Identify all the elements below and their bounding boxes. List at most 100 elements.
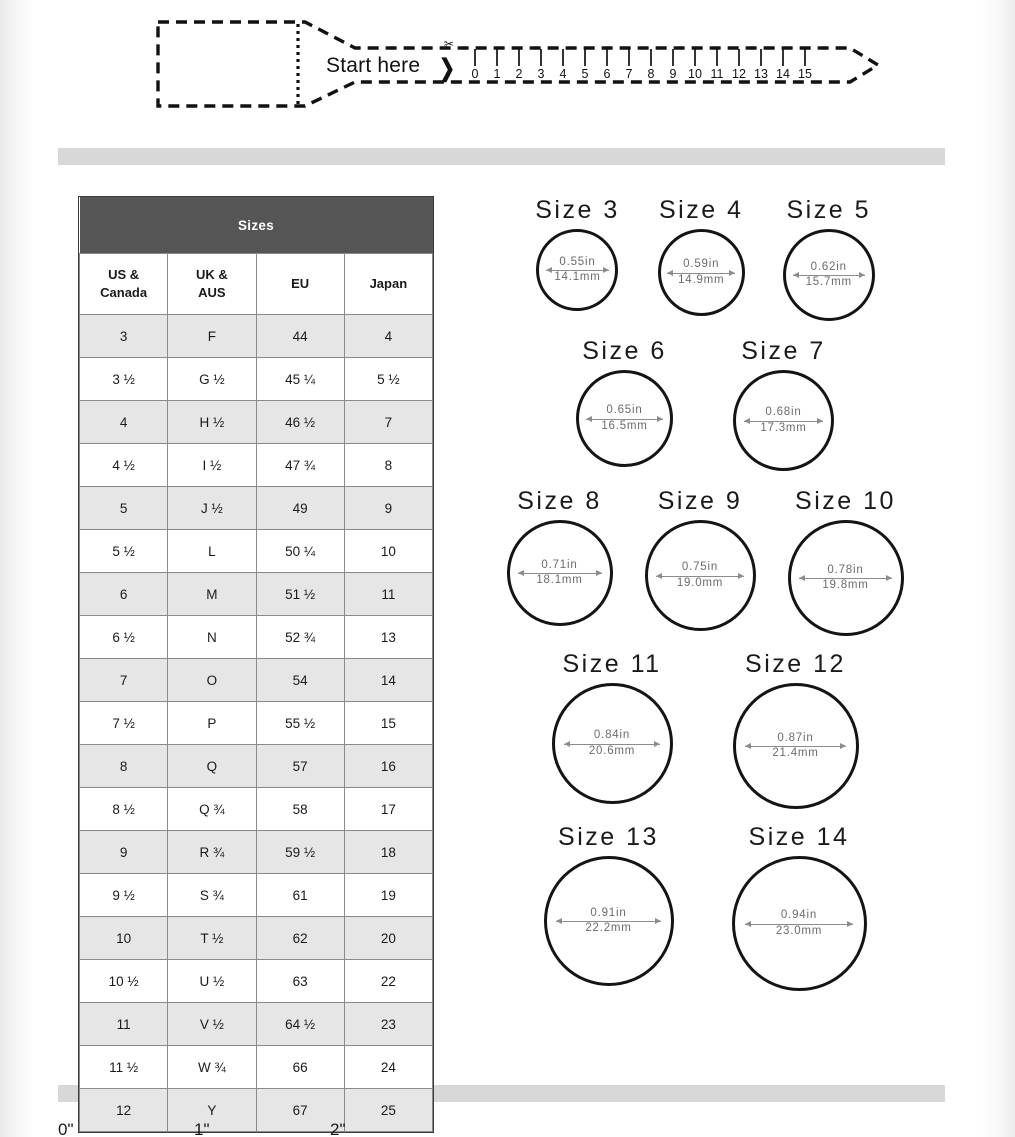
ring-size-item: Size 9 0.75in 19.0mm <box>644 487 756 631</box>
table-cell: 9 <box>343 486 434 530</box>
table-cell: 45 ¼ <box>255 357 345 401</box>
ring-diameter-mm: 19.0mm <box>676 576 724 589</box>
ring-size-title: Size 7 <box>741 337 826 365</box>
ruler-number-labels: 0 1 2 3 4 5 6 7 8 9 10 11 12 13 14 15 <box>150 10 890 115</box>
table-cell: 54 <box>255 658 345 702</box>
inch-scale: 0" 1" 2" <box>58 1120 945 1137</box>
ring-size-item: Size 5 0.62in 15.7mm <box>782 196 875 321</box>
table-cell: G ½ <box>167 357 257 401</box>
table-cell: Q <box>167 744 257 788</box>
table-cell: 6 <box>78 572 169 616</box>
ring-size-title: Size 13 <box>558 823 659 851</box>
table-row: 5 ½ L 50 ¼ 10 <box>78 529 434 573</box>
table-cell: 7 ½ <box>78 701 169 745</box>
start-here-label: Start here <box>326 54 421 77</box>
ring-circle: 0.75in 19.0mm <box>644 520 756 631</box>
ring-diameter-mm: 14.9mm <box>678 273 725 286</box>
ruler-tick-label: 10 <box>688 67 702 81</box>
table-cell: 9 <box>78 830 169 874</box>
ring-diameter-mm: 14.1mm <box>554 271 601 283</box>
ring-circle: 0.65in 16.5mm <box>576 370 673 467</box>
inch-mark-label: 0" <box>58 1120 74 1137</box>
table-cell: 13 <box>343 615 434 659</box>
table-cell: 4 ½ <box>78 443 169 487</box>
ring-diameter-mm: 20.6mm <box>588 744 636 757</box>
ring-size-title: Size 3 <box>535 196 620 224</box>
table-cell: 62 <box>255 916 345 960</box>
table-cell: R ¾ <box>167 830 257 874</box>
page-edge-right <box>981 0 1015 1137</box>
table-cell: 57 <box>255 744 345 788</box>
table-cell: 63 <box>255 959 345 1003</box>
table-cell: 50 ¼ <box>255 529 345 573</box>
diameter-arrow-icon <box>799 575 893 581</box>
table-cell: I ½ <box>167 443 257 487</box>
table-column-header: EU <box>255 253 345 315</box>
table-cell: 51 ½ <box>255 572 345 616</box>
table-cell: 7 <box>343 400 434 444</box>
ruler-tick-label: 2 <box>515 67 523 81</box>
ring-size-title: Size 5 <box>786 196 871 224</box>
ring-diameter-mm: 16.5mm <box>601 419 648 432</box>
table-cell: 44 <box>255 314 345 358</box>
ring-diameter-inches: 0.84in <box>593 729 631 741</box>
ring-diameter-mm: 18.1mm <box>536 574 583 586</box>
table-cell: Y <box>167 1088 257 1132</box>
table-cell: 14 <box>343 658 434 702</box>
ring-size-title: Size 6 <box>582 337 667 365</box>
table-cell: J ½ <box>167 486 257 530</box>
table-cell: 10 ½ <box>78 959 169 1003</box>
table-cell: O <box>167 658 257 702</box>
ring-circle: 0.71in 18.1mm <box>506 520 613 626</box>
ring-diameter-mm: 23.0mm <box>775 924 823 937</box>
table-cell: 61 <box>255 873 345 917</box>
ring-row: Size 6 0.65in 16.5mm Size 7 0.68in 17.3mm <box>455 337 955 471</box>
ring-circle: 0.87in 21.4mm <box>732 683 859 809</box>
ring-diameter-inches: 0.68in <box>765 406 802 418</box>
table-cell: 5 ½ <box>78 529 169 573</box>
table-cell: 23 <box>343 1002 434 1046</box>
table-column-headers: US & Canada UK & AUS EU Japan <box>78 253 434 315</box>
ruler-tick-label: 6 <box>603 67 611 81</box>
table-cell: N <box>167 615 257 659</box>
scissors-icon: ✂ <box>444 37 455 51</box>
table-cell: 52 ¾ <box>255 615 345 659</box>
table-title: Sizes <box>79 197 433 254</box>
start-arrow-icon: ❯ <box>439 55 456 82</box>
ring-circle: 0.91in 22.2mm <box>543 856 674 986</box>
ring-row: Size 13 0.91in 22.2mm Size 14 0.94in 23.0mm <box>455 823 955 991</box>
table-cell: 64 ½ <box>255 1002 345 1046</box>
ring-circle: 0.62in 15.7mm <box>782 229 875 321</box>
diameter-arrow-icon <box>563 740 661 747</box>
page-edge-left <box>0 0 34 1137</box>
table-cell: 20 <box>343 916 434 960</box>
table-cell: 11 ½ <box>78 1045 169 1089</box>
table-cell: 10 <box>78 916 169 960</box>
ruler-tick-label: 14 <box>776 67 790 81</box>
ring-size-title: Size 4 <box>658 196 744 224</box>
table-column-header: UK & AUS <box>167 253 257 315</box>
table-cell: P <box>167 701 257 745</box>
table-cell: 4 <box>78 400 169 444</box>
table-cell: 66 <box>255 1045 345 1089</box>
table-cell: 3 ½ <box>78 357 169 401</box>
ring-diameter-mm: 19.8mm <box>822 579 869 591</box>
table-cell: 25 <box>343 1088 434 1132</box>
ring-diameter-inches: 0.62in <box>810 260 847 273</box>
table-cell: 47 ¾ <box>255 443 345 487</box>
table-row: 6 M 51 ½ 11 <box>78 572 434 616</box>
ring-circle: 0.94in 23.0mm <box>731 856 867 991</box>
ring-size-item: Size 11 0.84in 20.6mm <box>551 650 673 804</box>
table-cell: 55 ½ <box>255 701 345 745</box>
table-cell: M <box>167 572 257 616</box>
ring-diameter-inches: 0.75in <box>681 561 719 573</box>
table-cell: 10 <box>343 529 434 573</box>
